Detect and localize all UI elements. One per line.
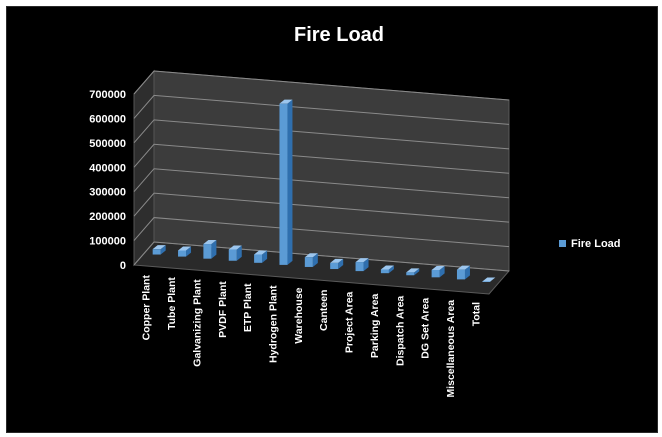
bar-side (236, 245, 242, 261)
bar-front (254, 254, 263, 263)
bar-top (380, 265, 394, 270)
bar-front (152, 249, 161, 255)
category-label: Parking Area (369, 294, 381, 359)
bar-top (355, 258, 369, 263)
bar-side (262, 250, 268, 263)
y-tick-label: 700000 (89, 89, 126, 101)
bar-side (312, 253, 318, 267)
bar-top (304, 253, 318, 258)
gridline (133, 94, 510, 125)
bar-front (355, 262, 364, 272)
category-label: Miscellaneous Area (445, 300, 457, 398)
bar-top (406, 268, 420, 273)
bar-top (203, 240, 217, 245)
bar-miscellaneous-area (456, 265, 470, 280)
bar-front (431, 269, 440, 278)
y-tick-label: 400000 (89, 162, 126, 174)
bar-canteen (330, 258, 344, 270)
bar-side (414, 268, 420, 276)
bar-front (178, 250, 187, 257)
bar-top (330, 258, 344, 263)
bar-side (211, 240, 217, 259)
legend-label: Fire Load (571, 238, 621, 250)
bar-side (186, 246, 192, 257)
y-tick-label: 300000 (89, 187, 126, 199)
gridline (133, 217, 510, 248)
bar-front (330, 262, 339, 270)
category-label: Copper Plant (141, 275, 153, 341)
bar-side (160, 245, 166, 255)
gridline (133, 192, 510, 223)
category-label: PVDF Plant (217, 281, 229, 338)
bar-side (363, 258, 369, 272)
category-label: ETP Plant (242, 283, 254, 332)
bar-front (203, 244, 212, 259)
bar-side (439, 265, 445, 278)
bar-hydrogen-plant (279, 99, 293, 265)
bar-front (456, 269, 465, 280)
bar-dispatch-area (406, 268, 420, 276)
gridline (133, 119, 510, 150)
y-tick-label: 200000 (89, 211, 126, 223)
bar-front (482, 281, 491, 282)
legend-swatch (559, 240, 566, 247)
bar-front (380, 269, 389, 274)
plot-area: 0 100000 200000 300000 400000 500000 600000 700… (89, 69, 511, 398)
chart-title: Fire Load (294, 24, 384, 46)
category-label: Galvanizing Plant (191, 279, 203, 367)
bar-front (279, 103, 288, 265)
bar-front (304, 257, 313, 267)
bar-side (338, 258, 344, 270)
category-label: Tube Plant (166, 277, 178, 330)
bar-top (254, 250, 268, 255)
y-tick-label: 500000 (89, 138, 126, 150)
category-label: Canteen (318, 290, 330, 331)
bar-top (482, 277, 496, 282)
bar-top (431, 265, 445, 270)
bar-total (482, 277, 496, 282)
bar-side (287, 99, 293, 265)
y-tick-label: 0 (120, 260, 126, 272)
bar-front (406, 272, 415, 276)
gridline (133, 143, 510, 174)
bar-front (228, 249, 237, 261)
legend: Fire Load (559, 238, 621, 250)
side-wall (133, 69, 155, 267)
gridline (133, 168, 510, 199)
bar-side (388, 265, 394, 274)
bar-top (456, 265, 470, 270)
category-label: Project Area (344, 291, 356, 353)
fire-load-chart: Fire Load 0 100000 200000 300000 400000 50000… (89, 24, 621, 398)
bar-dg-set-area (431, 265, 445, 278)
bar-etp-plant (254, 250, 268, 263)
bar-project-area (355, 258, 369, 272)
bar-warehouse (304, 253, 318, 267)
bar-galvanizing-plant (203, 240, 217, 259)
category-label: Dispatch Area (394, 296, 406, 366)
gridline (133, 70, 510, 101)
bar-pvdf-plant (228, 245, 242, 261)
chart-frame: Fire Load 0 100000 200000 300000 400000 50000… (6, 6, 658, 433)
bar-top (279, 99, 293, 104)
bar-top (228, 245, 242, 250)
bar-parking-area (380, 265, 394, 274)
y-tick-label: 100000 (89, 236, 126, 248)
category-label: Hydrogen Plant (267, 285, 279, 363)
category-label: DG Set Area (420, 298, 432, 359)
category-label: Total (470, 302, 482, 326)
bar-side (464, 265, 470, 280)
bar-copper-plant (152, 245, 166, 255)
bar-top (178, 246, 192, 251)
bar-top (152, 245, 166, 250)
category-label: Warehouse (293, 287, 305, 343)
bar-tube-plant (178, 246, 192, 257)
gridline (133, 241, 510, 272)
y-tick-label: 600000 (89, 113, 126, 125)
